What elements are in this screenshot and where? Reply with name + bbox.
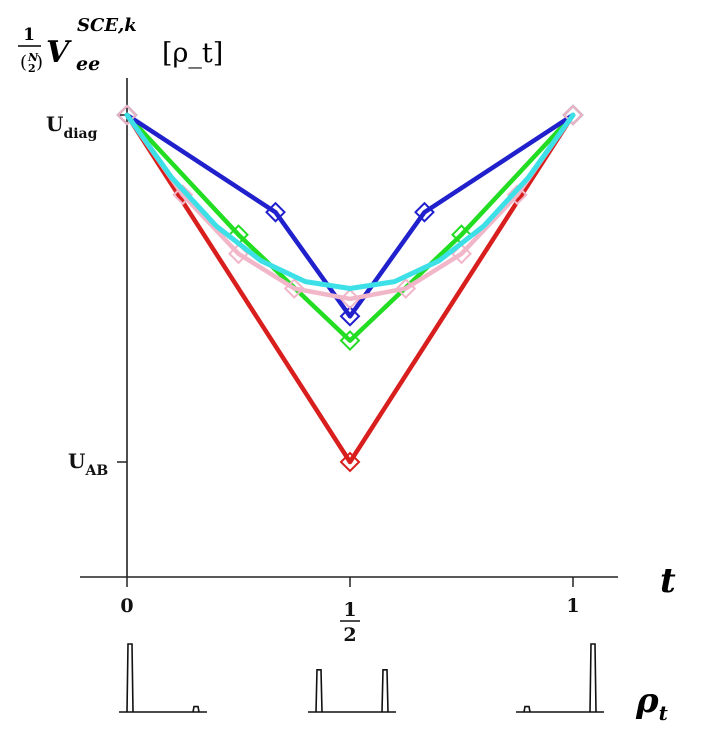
density-panel-0 xyxy=(119,643,207,713)
series-2-point-1 xyxy=(265,201,286,223)
x-tick-label-half-denominator: 2 xyxy=(343,624,356,646)
series-3-point-8 xyxy=(562,104,584,126)
series-3-point-5 xyxy=(395,278,417,299)
x-tick-label-1: 1 xyxy=(566,595,579,617)
series-1-line xyxy=(124,112,576,343)
density-panel-0-peak-right xyxy=(192,705,200,713)
title-frac-den-bottom: 2 xyxy=(28,62,36,75)
title-superscript: SCE,k xyxy=(77,15,137,36)
series-2-point-3 xyxy=(414,201,435,223)
title-frac-paren-left: ( xyxy=(20,52,27,73)
series-1-point-2 xyxy=(339,330,361,351)
title-subscript: ee xyxy=(76,53,100,75)
title-v: V xyxy=(46,35,72,70)
density-label-sub: t xyxy=(659,701,669,725)
series-3-point-4 xyxy=(339,288,361,310)
series-2 xyxy=(116,104,584,327)
density-label-main: ρ xyxy=(635,681,659,721)
density-panel-1 xyxy=(308,669,396,713)
y-tick-label-udiag: Udiag xyxy=(46,112,98,142)
series-3-point-1 xyxy=(172,184,194,206)
series-2-line xyxy=(124,112,576,319)
density-panel-1-peak-left xyxy=(315,669,323,713)
chart-title: 1 ( N 2 ) V SCE,k ee [ρ_t] xyxy=(18,15,223,75)
series-layer xyxy=(116,104,584,473)
density-panel-2 xyxy=(516,643,604,713)
y-tick-label-uab-main: U xyxy=(68,449,85,473)
title-frac-den-top: N xyxy=(27,51,39,64)
series-4 xyxy=(124,112,576,291)
series-4-line xyxy=(124,112,576,291)
series-3 xyxy=(116,104,584,310)
title-frac-numerator: 1 xyxy=(23,25,35,45)
series-3-point-7 xyxy=(506,184,528,206)
title-frac-paren-right: ) xyxy=(36,52,43,73)
x-tick-label-0: 0 xyxy=(120,595,133,617)
x-axis-label: t xyxy=(660,561,676,601)
series-3-point-3 xyxy=(283,278,305,299)
series-3-line xyxy=(124,112,576,302)
title-argument: [ρ_t] xyxy=(162,38,223,69)
series-0-line xyxy=(124,112,576,465)
series-3-point-0 xyxy=(116,104,138,126)
density-panel-2-peak-right xyxy=(589,643,597,713)
x-tick-label-half-numerator: 1 xyxy=(343,599,356,621)
series-0-point-1 xyxy=(339,451,361,473)
y-tick-label-udiag-main: U xyxy=(46,112,63,136)
y-tick-label-uab: UAB xyxy=(68,449,108,479)
density-insets xyxy=(119,643,604,713)
density-panel-2-peak-left xyxy=(523,705,531,713)
density-panel-1-peak-right xyxy=(381,669,389,713)
series-2-point-2 xyxy=(339,305,361,327)
density-panel-0-peak-left xyxy=(126,643,134,713)
y-tick-label-udiag-sub: diag xyxy=(63,126,97,142)
y-tick-label-uab-sub: AB xyxy=(84,463,108,479)
density-label: ρt xyxy=(635,681,669,725)
